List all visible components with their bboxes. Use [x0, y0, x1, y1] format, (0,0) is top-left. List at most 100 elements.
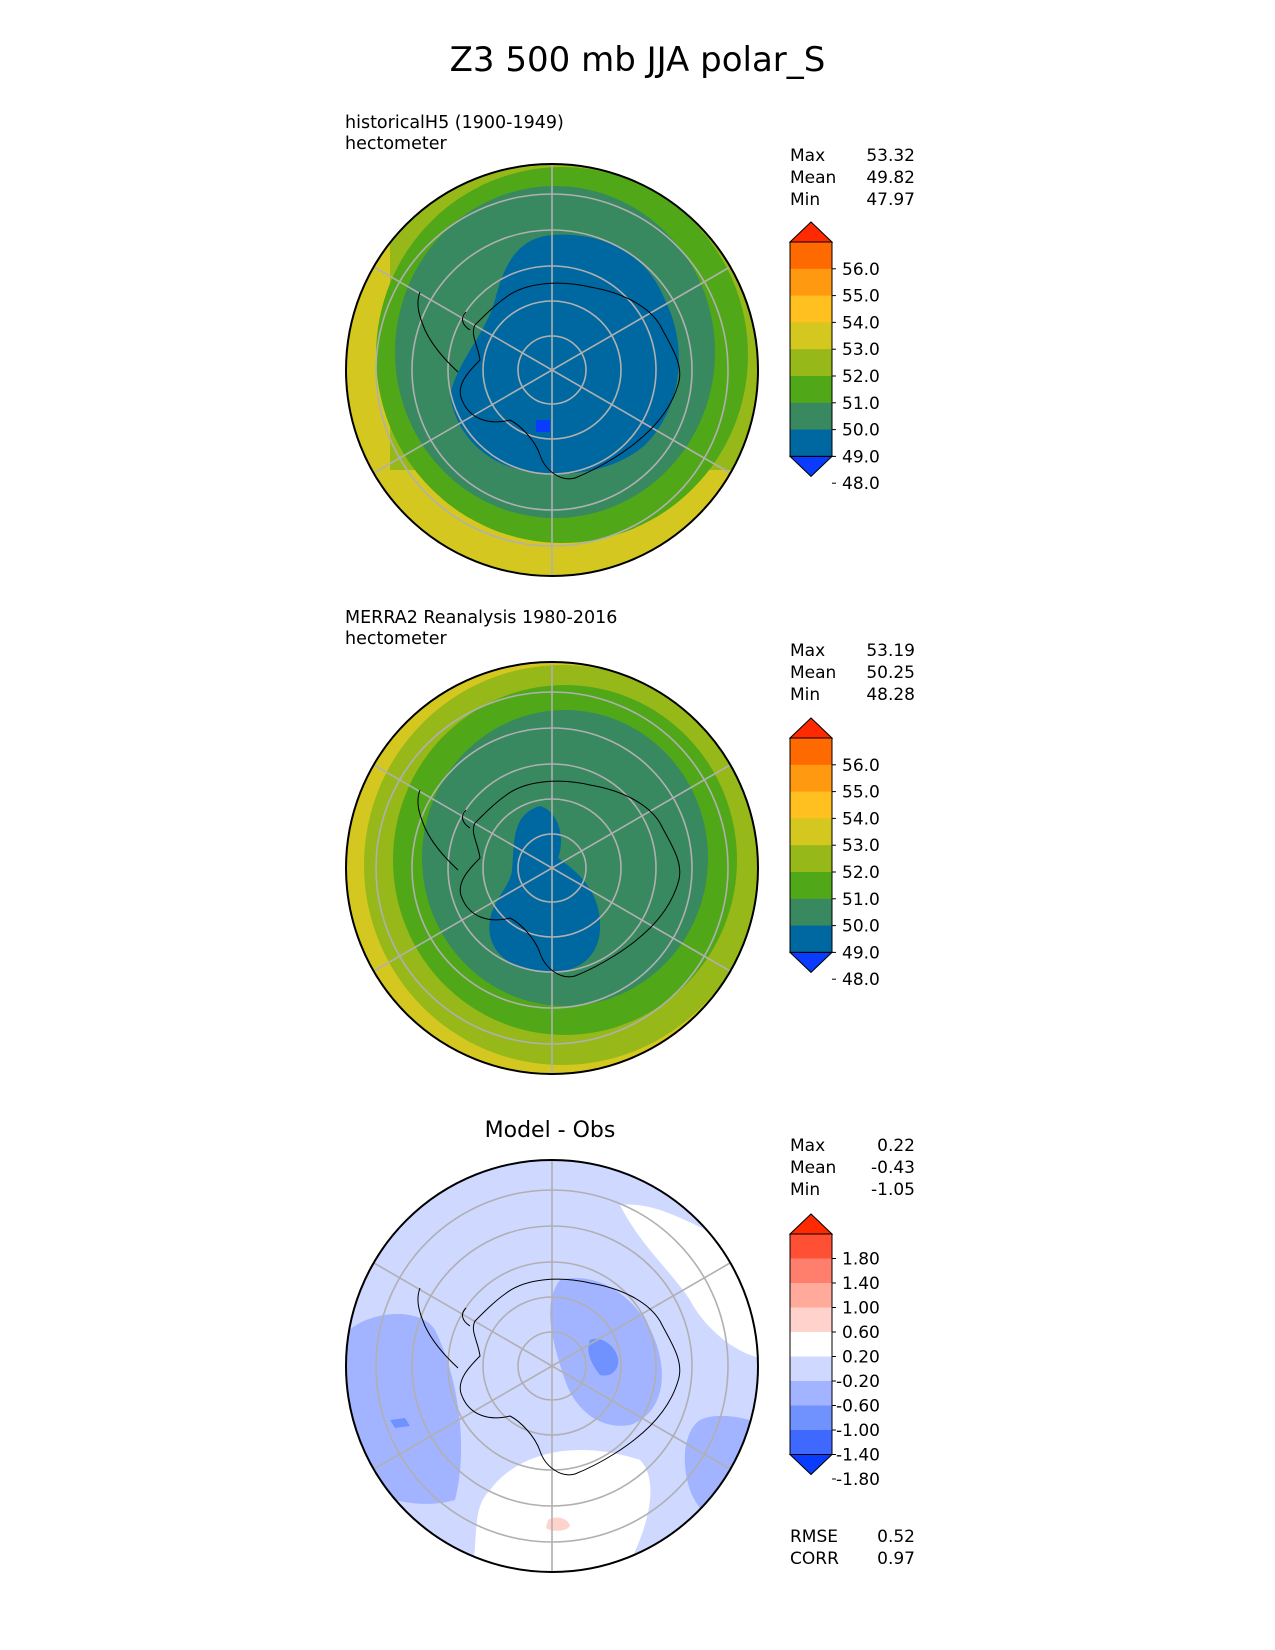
graticule [373, 164, 731, 576]
colorbar-outline [789, 1233, 833, 1455]
colorbar-extend-max [788, 221, 834, 243]
stat-min: -1.05 [871, 1180, 915, 1200]
colorbar-tick-label: 50.0 [842, 917, 880, 937]
metric-label: RMSE [790, 1527, 839, 1547]
colorbar-segment [790, 429, 832, 457]
contour-fill-48 [450, 234, 679, 474]
colorbar-tick-label: 55.0 [842, 287, 880, 307]
colorbar-extend-max [788, 717, 834, 739]
colorbar-segment [790, 1283, 832, 1308]
colorbar-segment [790, 268, 832, 297]
colorbar-segment [790, 402, 832, 431]
stat-label: Mean [790, 1158, 837, 1178]
colorbar-tick-label: 52.0 [842, 367, 880, 387]
colorbar-extend-min [788, 455, 834, 478]
stat-label: Min [790, 190, 821, 210]
colorbar-segment [790, 376, 832, 404]
colorbar-segment [790, 322, 832, 350]
panel-diff-title: Model - Obs [484, 1118, 616, 1143]
colorbar-obs: 56.0 55.0 54.0 53.0 52.0 51.0 50.0 49.0 48.0 [788, 717, 880, 990]
colorbar-segment [790, 1258, 832, 1284]
stat-mean: -0.43 [871, 1158, 915, 1178]
colorbar-tick-label: -0.60 [836, 1397, 880, 1417]
stat-label: Max [790, 146, 826, 166]
stat-label: Min [790, 685, 821, 705]
stat-label: Max [790, 641, 826, 661]
panel-obs-units: hectometer [345, 629, 447, 649]
panel-model-stats: Max 53.32 Mean 49.82 Min 47.97 [790, 145, 915, 211]
colorbar-tick-label: 49.0 [842, 447, 880, 467]
colorbar-tick-label: 56.0 [842, 260, 880, 280]
colorbar-tick-label: 0.20 [842, 1348, 880, 1368]
stat-mean: 50.25 [866, 663, 915, 683]
colorbar-extend-min [788, 951, 834, 974]
coastline [417, 1278, 681, 1476]
colorbar-segment [790, 1356, 832, 1382]
colorbar-tick-label: 54.0 [842, 809, 880, 829]
contour-fill-neg06-w [346, 1314, 462, 1504]
colorbar-tick-label: 52.0 [842, 863, 880, 883]
colorbar-tick-label: 49.0 [842, 943, 880, 963]
coastline [417, 780, 681, 978]
colorbar-tick-label: 48.0 [842, 970, 880, 990]
metric-label: CORR [790, 1549, 839, 1569]
stat-min: 47.97 [866, 190, 915, 210]
stat-label: Mean [790, 663, 837, 683]
colorbar-tick-label: -0.20 [836, 1372, 880, 1392]
map-diff [345, 1159, 759, 1573]
colorbar-tick-label: -1.00 [836, 1421, 880, 1441]
colorbar-segment [790, 1405, 832, 1431]
colorbar-tick-label: 48.0 [842, 474, 880, 494]
figure-title: Z3 500 mb JJA polar_S [449, 40, 826, 80]
colorbar-segment [790, 349, 832, 377]
stat-label: Min [790, 1180, 821, 1200]
colorbar-tick-label: 53.0 [842, 836, 880, 856]
map-border [345, 1159, 759, 1573]
colorbar-segment [790, 1234, 832, 1259]
contour-fill-neg06-e [684, 1415, 758, 1560]
colorbar-tick-label: -1.80 [836, 1470, 880, 1490]
colorbar-segment [790, 738, 832, 766]
contour-fill-neg10-w [390, 1418, 410, 1428]
stat-mean: 49.82 [866, 168, 915, 188]
colorbar-segment [790, 845, 832, 873]
colorbar-tick-label: 51.0 [842, 394, 880, 414]
graticule [373, 1160, 731, 1572]
panel-model-title-block: historicalH5 (1900-1949) hectometer [345, 113, 564, 155]
panel-obs-title: MERRA2 Reanalysis 1980-2016 [345, 608, 618, 628]
colorbar-segment [790, 898, 832, 927]
colorbar-tick-label: 1.00 [842, 1299, 880, 1319]
contour-fill-min [536, 420, 550, 432]
graticule [373, 662, 731, 1074]
panel-diff-stats: Max 0.22 Mean -0.43 Min -1.05 [790, 1135, 915, 1201]
map-model [345, 163, 759, 577]
stat-label: Mean [790, 168, 837, 188]
colorbar-segment [790, 1307, 832, 1333]
map-border [345, 163, 759, 577]
panel-model-units: hectometer [345, 134, 447, 154]
colorbar-tick-label: 51.0 [842, 890, 880, 910]
colorbar-diff: 1.80 1.40 1.00 0.60 0.20 -0.20 -0.60 -1.00 -1.40… [788, 1213, 880, 1490]
colorbar-segment [790, 1430, 832, 1455]
colorbar-segment [790, 1332, 832, 1357]
colorbar-tick-label: 0.60 [842, 1323, 880, 1343]
colorbar-segment [790, 818, 832, 846]
colorbar-tick-label: 54.0 [842, 313, 880, 333]
colorbar-tick-label: 50.0 [842, 421, 880, 441]
colorbar-segment [790, 764, 832, 793]
panel-obs-title-block: MERRA2 Reanalysis 1980-2016 hectometer [345, 608, 617, 650]
colorbar-segment [790, 1381, 832, 1406]
colorbar-extend-max [788, 1213, 834, 1235]
colorbar-tick-label: 53.0 [842, 340, 880, 360]
map-obs [345, 661, 759, 1075]
stat-max: 0.22 [877, 1136, 915, 1156]
stat-max: 53.19 [866, 641, 915, 661]
coastline [417, 282, 681, 480]
colorbar-extend-min [788, 1454, 834, 1476]
colorbar-tick-label: 1.80 [842, 1250, 880, 1270]
colorbar-segment [790, 872, 832, 900]
stat-label: Max [790, 1136, 826, 1156]
colorbar-tick-label: -1.40 [836, 1446, 880, 1466]
stat-max: 53.32 [866, 146, 915, 166]
